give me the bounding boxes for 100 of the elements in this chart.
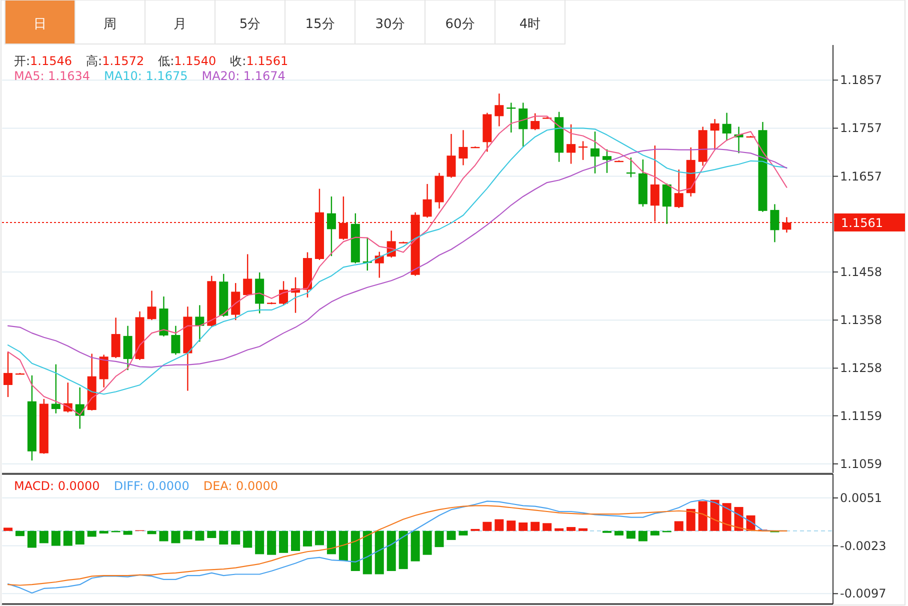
bar — [314, 530, 324, 546]
bar — [638, 530, 648, 542]
bar — [302, 530, 312, 546]
y-tick-label: -0.0023 — [840, 538, 886, 553]
bar — [542, 523, 552, 531]
bar — [267, 530, 276, 555]
bar — [123, 530, 132, 535]
candlestick — [422, 183, 432, 218]
bar — [279, 530, 288, 553]
bar — [183, 530, 192, 540]
bar — [710, 500, 720, 531]
bar — [566, 527, 576, 531]
candlestick — [674, 168, 684, 209]
bar — [231, 530, 240, 544]
candlestick — [231, 282, 240, 321]
bar — [362, 530, 372, 574]
annotation: 开:1.1546 — [14, 54, 72, 68]
candlestick — [374, 251, 384, 278]
annotation: 收:1.1561 — [230, 54, 288, 68]
legend: MA10: 1.1675 — [104, 69, 188, 83]
candlestick — [518, 102, 528, 148]
bar — [374, 530, 384, 574]
y-tick-label: 1.1657 — [840, 169, 882, 184]
bar — [99, 530, 108, 534]
legend: DIFF: 0.0000 — [114, 479, 190, 493]
candlestick — [195, 304, 204, 342]
bar — [219, 530, 228, 544]
bar — [578, 528, 588, 531]
y-tick-label: 1.1358 — [840, 313, 882, 328]
bar — [506, 520, 516, 531]
bar — [3, 528, 12, 531]
bar — [63, 530, 72, 546]
candlestick — [123, 325, 132, 371]
bar — [650, 530, 660, 536]
bar — [386, 530, 396, 572]
y-tick-label: 1.1059 — [840, 456, 882, 471]
candlestick — [722, 112, 732, 142]
bar — [159, 530, 168, 542]
y-tick-label: -0.0097 — [840, 586, 886, 601]
bar — [27, 530, 36, 548]
candlestick — [326, 196, 336, 257]
candlestick — [530, 112, 540, 131]
text: 5分 — [239, 17, 261, 32]
bar — [147, 530, 156, 534]
bar — [243, 530, 252, 548]
text: 月 — [174, 17, 186, 32]
candlestick — [770, 204, 780, 243]
y-tick-label: 1.1258 — [840, 361, 882, 376]
candlestick — [566, 124, 576, 164]
bar — [422, 530, 432, 555]
text: 日 — [34, 17, 46, 32]
bar — [195, 530, 204, 541]
bar — [39, 530, 48, 544]
legend: MACD: 0.0000 — [14, 479, 100, 493]
bar — [494, 519, 504, 531]
candlestick — [51, 364, 60, 414]
bar — [698, 501, 708, 531]
y-tick-label: 1.1159 — [840, 408, 882, 423]
bar — [722, 503, 732, 531]
bar — [674, 521, 684, 531]
text: 60分 — [445, 17, 475, 32]
bar — [410, 530, 420, 562]
y-tick-label: 0.0051 — [840, 490, 882, 505]
bar — [626, 530, 636, 539]
text: 30分 — [375, 17, 405, 32]
candlestick — [458, 130, 468, 166]
bar — [255, 530, 264, 554]
bar — [686, 508, 696, 531]
bar — [434, 530, 444, 548]
bar — [326, 530, 336, 554]
bar — [614, 530, 624, 536]
bar — [350, 530, 360, 572]
candlestick — [662, 182, 672, 224]
candlestick — [3, 351, 12, 398]
candlestick — [99, 354, 108, 388]
candlestick — [446, 133, 456, 178]
text: 4时 — [519, 17, 541, 32]
bar — [530, 522, 540, 531]
bar — [482, 522, 492, 531]
bar — [51, 530, 60, 546]
bar — [87, 530, 96, 537]
bar — [734, 506, 744, 531]
annotation: 高:1.1572 — [86, 54, 144, 68]
y-tick-label: 1.1458 — [840, 264, 882, 279]
ref-line-label: 1.1561 — [841, 216, 883, 230]
bar — [518, 522, 528, 531]
bar — [458, 530, 468, 536]
legend: DEA: 0.0000 — [203, 479, 278, 493]
candlestick — [147, 290, 156, 321]
bar — [398, 530, 408, 570]
bar — [291, 530, 300, 551]
candlestick — [75, 386, 84, 430]
text: 周 — [104, 17, 116, 32]
candlestick — [494, 92, 504, 127]
bar — [338, 530, 348, 561]
y-tick-label: 1.1757 — [840, 121, 882, 136]
bar — [75, 530, 84, 544]
candlestick — [602, 148, 612, 174]
candlestick — [111, 317, 120, 359]
bar — [15, 530, 24, 536]
